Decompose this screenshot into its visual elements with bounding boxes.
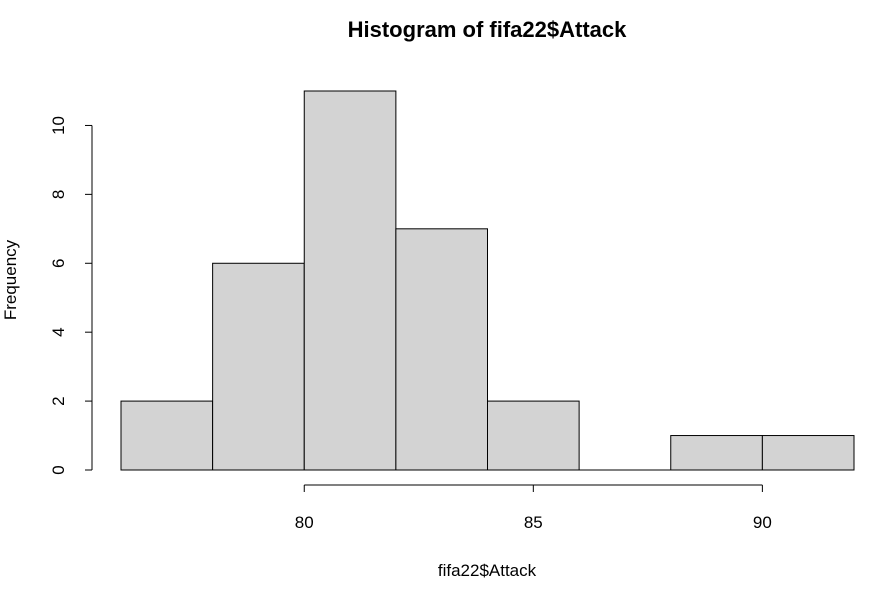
histogram-bar xyxy=(487,400,580,471)
y-axis: 0 2 4 6 8 10 xyxy=(49,116,93,475)
histogram-bar xyxy=(212,262,305,471)
chart-title: Histogram of fifa22$Attack xyxy=(348,17,628,42)
y-tick-label: 2 xyxy=(49,396,68,405)
y-tick-label: 0 xyxy=(49,465,68,474)
histogram-bar xyxy=(761,435,855,471)
histogram-bar xyxy=(303,90,397,471)
x-axis: 80 85 90 xyxy=(295,484,772,532)
y-tick-label: 8 xyxy=(49,190,68,199)
histogram-bar xyxy=(120,400,214,471)
x-tick-label: 80 xyxy=(295,513,314,532)
bars-group xyxy=(120,90,855,471)
x-tick-label: 85 xyxy=(524,513,543,532)
y-tick-label: 4 xyxy=(49,327,68,336)
histogram-bar xyxy=(395,228,488,471)
y-tick-label: 6 xyxy=(49,259,68,268)
x-axis-label: fifa22$Attack xyxy=(438,561,537,580)
histogram-bar xyxy=(670,435,763,471)
y-tick-label: 10 xyxy=(49,116,68,135)
x-tick-label: 90 xyxy=(753,513,772,532)
y-axis-label: Frequency xyxy=(1,239,20,320)
